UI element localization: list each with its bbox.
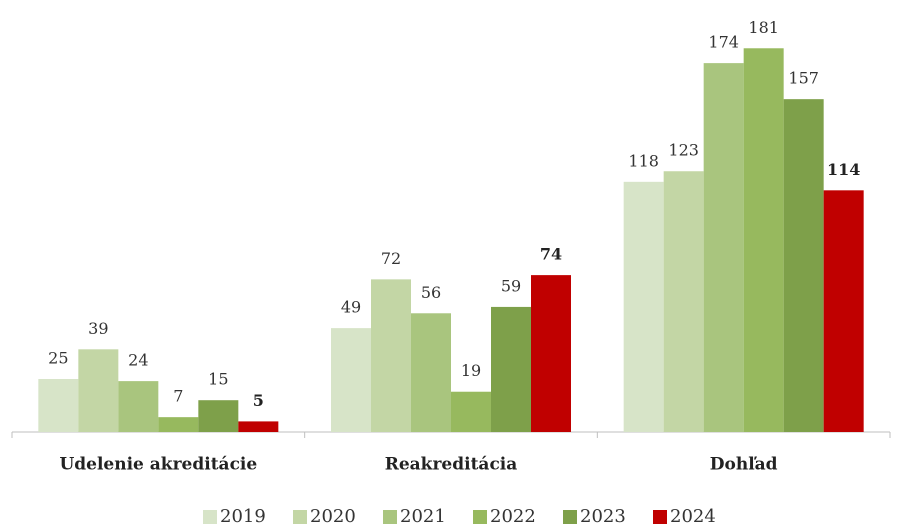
data-label: 174 bbox=[708, 33, 739, 52]
legend-label: 2019 bbox=[220, 506, 266, 524]
data-label: 15 bbox=[208, 370, 228, 389]
bar bbox=[118, 381, 159, 432]
data-label: 24 bbox=[128, 351, 148, 370]
data-label: 74 bbox=[540, 245, 562, 264]
legend-label: 2024 bbox=[670, 506, 716, 524]
data-label: 59 bbox=[501, 276, 521, 295]
data-label: 5 bbox=[253, 391, 264, 410]
bar bbox=[411, 313, 451, 432]
bar bbox=[531, 275, 571, 432]
bar bbox=[78, 349, 119, 432]
data-label: 19 bbox=[461, 361, 481, 380]
legend-swatch bbox=[563, 510, 577, 524]
data-label: 118 bbox=[628, 151, 659, 170]
data-label: 39 bbox=[88, 319, 108, 338]
x-tick-label: Reakreditácia bbox=[385, 455, 518, 475]
bar bbox=[331, 328, 371, 432]
data-label: 181 bbox=[748, 18, 779, 37]
bar bbox=[38, 379, 79, 432]
legend-swatch bbox=[203, 510, 217, 524]
legend-swatch bbox=[383, 510, 397, 524]
x-tick-label: Udelenie akreditácie bbox=[59, 455, 257, 475]
bar bbox=[823, 190, 864, 432]
data-label: 25 bbox=[48, 349, 68, 368]
data-label: 7 bbox=[173, 387, 183, 406]
data-label: 114 bbox=[827, 160, 860, 179]
legend-label: 2023 bbox=[580, 506, 626, 524]
legend-swatch bbox=[653, 510, 667, 524]
data-label: 123 bbox=[668, 141, 699, 160]
legend-label: 2021 bbox=[400, 506, 446, 524]
legend-swatch bbox=[293, 510, 307, 524]
bar bbox=[623, 181, 664, 432]
bar bbox=[198, 400, 239, 432]
data-label: 56 bbox=[421, 283, 441, 302]
bar bbox=[703, 63, 744, 433]
bar bbox=[743, 48, 784, 432]
bar bbox=[451, 391, 491, 432]
bar bbox=[783, 99, 824, 432]
bar bbox=[663, 171, 704, 433]
data-label: 72 bbox=[381, 249, 401, 268]
bar bbox=[491, 306, 531, 432]
legend-label: 2022 bbox=[490, 506, 536, 524]
data-label: 157 bbox=[788, 69, 819, 88]
bar bbox=[371, 279, 411, 432]
bar bbox=[158, 417, 199, 432]
legend-label: 2020 bbox=[310, 506, 356, 524]
x-tick-label: Dohľad bbox=[710, 455, 778, 475]
data-label: 49 bbox=[341, 298, 361, 317]
legend-swatch bbox=[473, 510, 487, 524]
bar bbox=[238, 421, 279, 432]
